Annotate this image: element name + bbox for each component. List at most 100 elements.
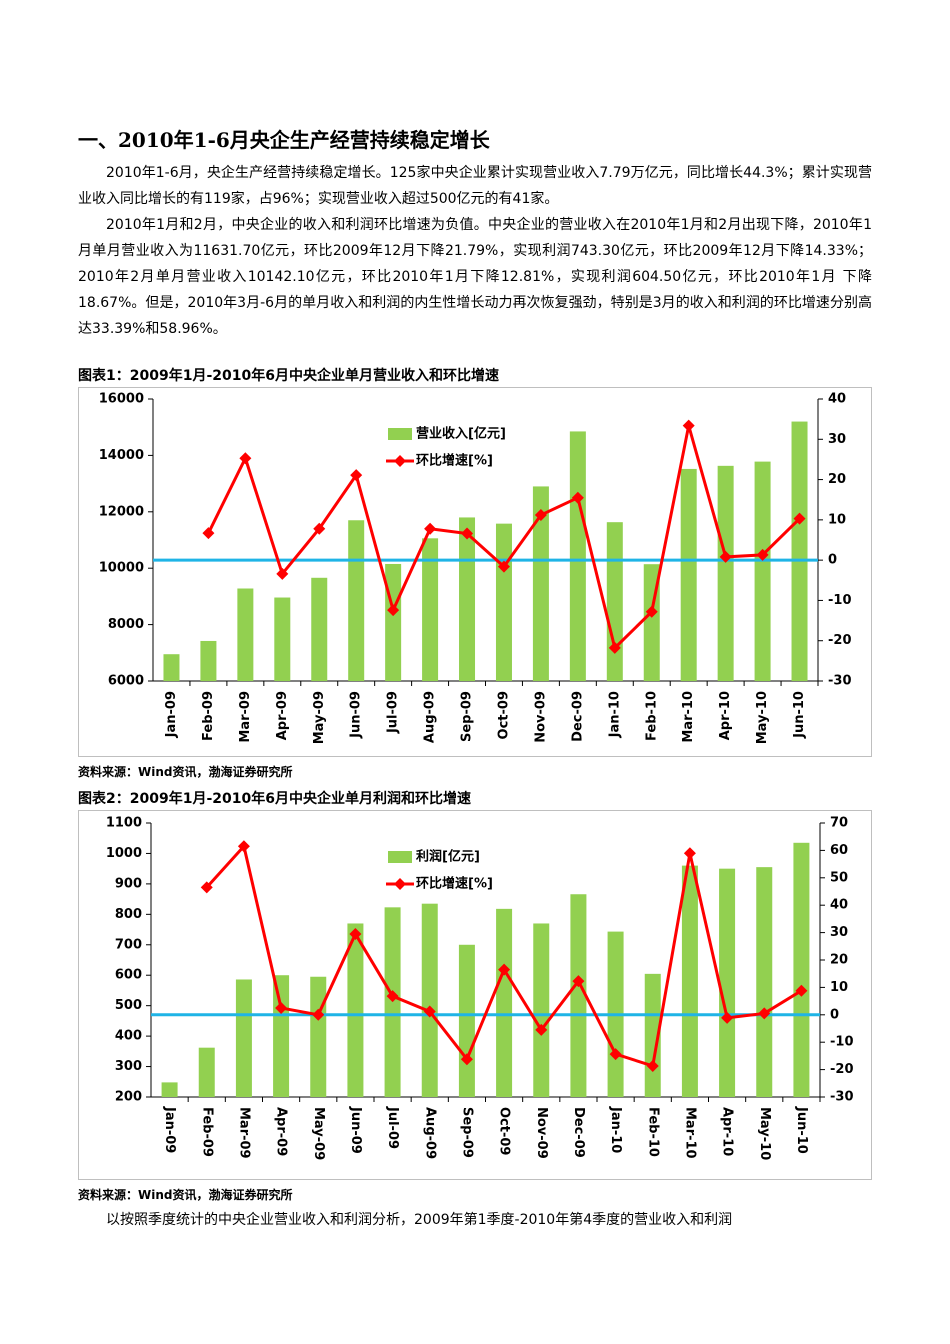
legend-label: 环比增速[%] (416, 876, 493, 892)
marker (313, 522, 326, 535)
bar (235, 979, 252, 1097)
x-tick-label: Mar-09 (236, 1107, 251, 1159)
legend-swatch (388, 428, 412, 440)
y-tick-label: 8000 (108, 617, 144, 632)
y2-tick-label: 10 (828, 512, 846, 527)
y-tick-label: 10000 (99, 561, 144, 576)
marker (349, 927, 362, 940)
marker (386, 990, 399, 1003)
bar (163, 654, 180, 681)
paragraph: 2010年1月和2月，中央企业的收入和利润环比增速为负值。中央企业的营业收入在2… (78, 217, 872, 337)
y-tick-label: 600 (115, 968, 142, 983)
y2-tick-label: -10 (828, 593, 852, 608)
marker (683, 847, 696, 860)
x-tick-label: Feb-09 (199, 1107, 214, 1157)
paragraph: 2010年1-6月，央企生产经营持续稳定增长。125家中央企业累计实现营业收入7… (78, 165, 872, 207)
x-tick-label: May-10 (757, 1107, 772, 1160)
bar (569, 431, 586, 681)
marker (461, 527, 474, 540)
bar (496, 908, 513, 1097)
bar (532, 486, 549, 681)
marker (758, 1007, 771, 1020)
bar (421, 903, 438, 1097)
chart-border (78, 387, 872, 757)
y-tick-label: 500 (115, 998, 142, 1013)
bar (681, 865, 698, 1097)
y2-tick-label: 20 (828, 472, 846, 487)
marker (276, 567, 289, 580)
y2-tick-label: 40 (830, 898, 848, 913)
y2-tick-label: 60 (830, 843, 848, 858)
x-tick-label: Jan-09 (164, 691, 179, 738)
bar (347, 923, 364, 1097)
x-tick-label: Apr-10 (720, 1107, 735, 1156)
bar (719, 868, 736, 1097)
marker (645, 605, 658, 618)
legend-swatch (394, 455, 406, 467)
chart-border (78, 810, 872, 1180)
y2-tick-label: 70 (830, 816, 848, 831)
x-tick-label: Jan-10 (608, 1106, 623, 1153)
bar (274, 597, 291, 681)
x-tick-label: Nov-09 (533, 691, 548, 743)
marker (312, 1008, 325, 1021)
x-tick-label: Jan-10 (607, 691, 622, 738)
bar (422, 538, 439, 681)
marker (608, 641, 621, 654)
x-tick-label: Jun-09 (348, 1106, 363, 1154)
x-tick-label: Dec-09 (571, 1107, 586, 1158)
marker (756, 548, 769, 561)
bar (273, 975, 290, 1097)
bar (311, 577, 328, 681)
x-tick-label: Mar-10 (682, 1107, 697, 1159)
marker (498, 963, 511, 976)
x-tick-label: Apr-09 (275, 691, 290, 740)
marker (646, 1059, 659, 1072)
marker (534, 509, 547, 522)
bar (533, 923, 550, 1097)
legend-swatch (388, 851, 412, 863)
x-tick-label: Jun-10 (794, 1106, 809, 1154)
marker (460, 1053, 473, 1066)
legend-label: 利润[亿元] (416, 849, 480, 865)
x-tick-label: May-10 (755, 691, 770, 744)
bar (756, 867, 773, 1097)
bar (458, 944, 475, 1097)
y-tick-label: 300 (115, 1059, 142, 1074)
marker (387, 604, 400, 617)
marker (793, 512, 806, 525)
x-tick-label: May-09 (312, 691, 327, 744)
y-tick-label: 6000 (108, 674, 144, 689)
bar (161, 1082, 178, 1097)
y2-tick-label: 30 (830, 925, 848, 940)
x-tick-label: Mar-09 (238, 691, 253, 743)
x-tick-label: Feb-10 (645, 1107, 660, 1157)
y-tick-label: 400 (115, 1029, 142, 1044)
x-tick-label: Oct-09 (497, 1107, 512, 1155)
marker (719, 550, 732, 563)
marker (200, 881, 213, 894)
bar (793, 842, 810, 1097)
x-tick-label: Jul-09 (385, 1106, 400, 1149)
y2-tick-label: 10 (830, 980, 848, 995)
figure-source: 资料来源：Wind资讯，渤海证券研究所 (78, 765, 293, 779)
y2-tick-label: -20 (828, 633, 852, 648)
y2-tick-label: -20 (830, 1062, 854, 1077)
chart: 20030040050060070080090010001100-30-20-1… (78, 810, 872, 1180)
y2-tick-label: -10 (830, 1035, 854, 1050)
marker (721, 1011, 734, 1024)
y2-tick-label: -30 (830, 1090, 854, 1105)
figure-source: 资料来源：Wind资讯，渤海证券研究所 (78, 1188, 293, 1202)
marker (571, 491, 584, 504)
y2-tick-label: 20 (830, 953, 848, 968)
bar (200, 640, 217, 681)
x-tick-label: Dec-09 (570, 691, 585, 742)
y2-tick-label: 0 (828, 553, 837, 568)
heading: 一、2010年1-6月央企生产经营持续稳定增长 (78, 128, 490, 152)
figure-caption: 图表2：2009年1月-2010年6月中央企业单月利润和环比增速 (78, 791, 471, 807)
legend-label: 环比增速[%] (416, 453, 493, 469)
figure-caption: 图表1：2009年1月-2010年6月中央企业单月营业收入和环比增速 (78, 368, 499, 384)
y-tick-label: 900 (115, 876, 142, 891)
x-tick-label: Apr-09 (274, 1107, 289, 1156)
